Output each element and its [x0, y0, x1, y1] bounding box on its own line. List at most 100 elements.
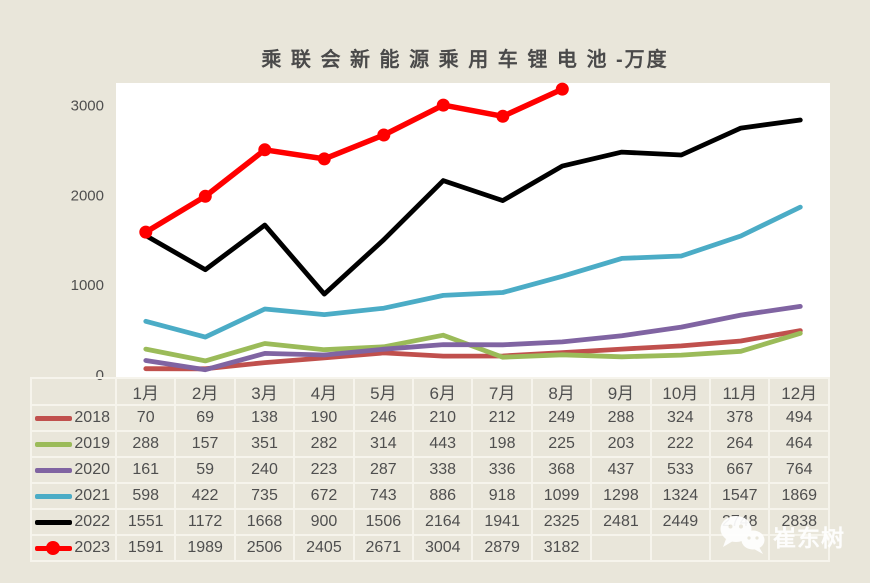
- table-cell: 161: [114, 456, 177, 484]
- month-header-cell: 2月: [174, 377, 236, 406]
- table-cell: 138: [233, 404, 296, 432]
- table-cell: 1099: [530, 482, 593, 510]
- table-cell: 886: [412, 482, 474, 510]
- month-header-cell: 4月: [293, 377, 355, 406]
- table-cell: 2405: [293, 534, 355, 562]
- series-line-2018: [143, 328, 803, 372]
- table-cell: 368: [530, 456, 593, 484]
- legend-swatch-2020: [35, 463, 72, 477]
- data-point-marker: [258, 143, 272, 157]
- table-cell: 2879: [471, 534, 533, 562]
- table-row: 2018 70 69 138 190 246 210 212 249 288 324 378 494: [30, 404, 830, 432]
- table-cell: 1551: [114, 508, 177, 536]
- month-header-cell: 1月: [114, 377, 177, 406]
- table-cell: 264: [709, 430, 771, 458]
- y-axis-tick-label: 3000: [71, 97, 104, 114]
- series-line-2020: [143, 303, 803, 373]
- legend-swatch-2018: [35, 411, 72, 425]
- table-cell: 1989: [174, 534, 236, 562]
- data-point-marker: [139, 225, 153, 239]
- data-point-marker: [436, 98, 450, 112]
- table-cell: 198: [471, 430, 533, 458]
- table-cell: 240: [233, 456, 296, 484]
- legend-cell: 2018: [30, 404, 117, 432]
- table-row: 2022 1551 1172 1668 900 1506 2164 1941 2325 2481 2…: [30, 508, 830, 536]
- table-cell: 494: [768, 404, 830, 432]
- data-table: 1月 2月 3月 4月 5月 6月 7月 8月 9月 10月 11月 12月 2018 70 69 138 19…: [30, 377, 830, 562]
- table-cell: 336: [471, 456, 533, 484]
- table-cell: 2671: [352, 534, 415, 562]
- table-cell: 1591: [114, 534, 177, 562]
- table-cell: 672: [293, 482, 355, 510]
- series-year-label: 2021: [74, 487, 110, 504]
- table-cell: 59: [174, 456, 236, 484]
- legend-cell: 2020: [30, 456, 117, 484]
- table-cell: 1506: [352, 508, 415, 536]
- table-cell: 422: [174, 482, 236, 510]
- month-header-cell: 12月: [768, 377, 830, 406]
- month-header-cell: 5月: [352, 377, 415, 406]
- legend-cell: 2019: [30, 430, 117, 458]
- table-row: 2020 161 59 240 223 287 338 336 368 437 533 667 764: [30, 456, 830, 484]
- table-cell: 918: [471, 482, 533, 510]
- month-header-cell: 9月: [590, 377, 652, 406]
- table-cell: 282: [293, 430, 355, 458]
- table-cell: 223: [293, 456, 355, 484]
- month-header-cell: 7月: [471, 377, 533, 406]
- table-cell: 287: [352, 456, 415, 484]
- legend-swatch-2022: [35, 515, 72, 529]
- table-cell: [768, 534, 830, 562]
- table-row: 2019 288 157 351 282 314 443 198 225 203 222 264 464: [30, 430, 830, 458]
- series-line-2022: [143, 117, 803, 297]
- data-point-marker: [377, 128, 391, 142]
- y-axis-tick-label: 2000: [71, 187, 104, 204]
- data-point-marker: [555, 82, 569, 96]
- table-row: 2023 1591 1989 2506 2405 2671 3004 2879 3182: [30, 534, 830, 562]
- table-cell: 212: [471, 404, 533, 432]
- table-cell: 69: [174, 404, 236, 432]
- month-header-cell: 8月: [530, 377, 593, 406]
- table-cell: 70: [114, 404, 177, 432]
- table-cell: 190: [293, 404, 355, 432]
- legend-cell: 2022: [30, 508, 117, 536]
- table-cell: 288: [114, 430, 177, 458]
- table-cell: 1298: [590, 482, 652, 510]
- table-cell: 2325: [530, 508, 593, 536]
- table-cell: 324: [649, 404, 712, 432]
- data-point-marker: [317, 152, 331, 166]
- table-cell: [590, 534, 652, 562]
- table-cell: 743: [352, 482, 415, 510]
- data-point-marker: [198, 189, 212, 203]
- table-cell: 203: [590, 430, 652, 458]
- table-cell: 2506: [233, 534, 296, 562]
- y-axis-tick-label: 0: [96, 367, 104, 384]
- wechat-icon: [720, 516, 765, 554]
- month-header-cell: 11月: [709, 377, 771, 406]
- table-cell: 667: [709, 456, 771, 484]
- table-cell: 210: [412, 404, 474, 432]
- table-cell: [649, 534, 712, 562]
- table-cell: 338: [412, 456, 474, 484]
- table-cell: 1869: [768, 482, 830, 510]
- legend-swatch-2019: [35, 437, 72, 451]
- table-cell: 378: [709, 404, 771, 432]
- series-year-label: 2022: [74, 513, 110, 530]
- legend-swatch-2021: [35, 489, 72, 503]
- table-cell: 1668: [233, 508, 296, 536]
- series-year-label: 2020: [74, 461, 110, 478]
- table-cell: 157: [174, 430, 236, 458]
- watermark-label: 崔东树: [773, 525, 845, 551]
- table-cell: 900: [293, 508, 355, 536]
- table-cell: 735: [233, 482, 296, 510]
- table-cell: 1172: [174, 508, 236, 536]
- table-cell: 764: [768, 456, 830, 484]
- watermark: 崔东树: [718, 514, 845, 558]
- month-header-cell: 3月: [233, 377, 296, 406]
- series-year-label: 2018: [74, 409, 110, 426]
- table-header-row: 1月 2月 3月 4月 5月 6月 7月 8月 9月 10月 11月 12月: [30, 377, 830, 406]
- y-axis-tick-label: 1000: [71, 277, 104, 294]
- data-point-marker: [496, 109, 510, 123]
- series-line-2021: [143, 204, 803, 340]
- legend-cell: 2023: [30, 534, 117, 562]
